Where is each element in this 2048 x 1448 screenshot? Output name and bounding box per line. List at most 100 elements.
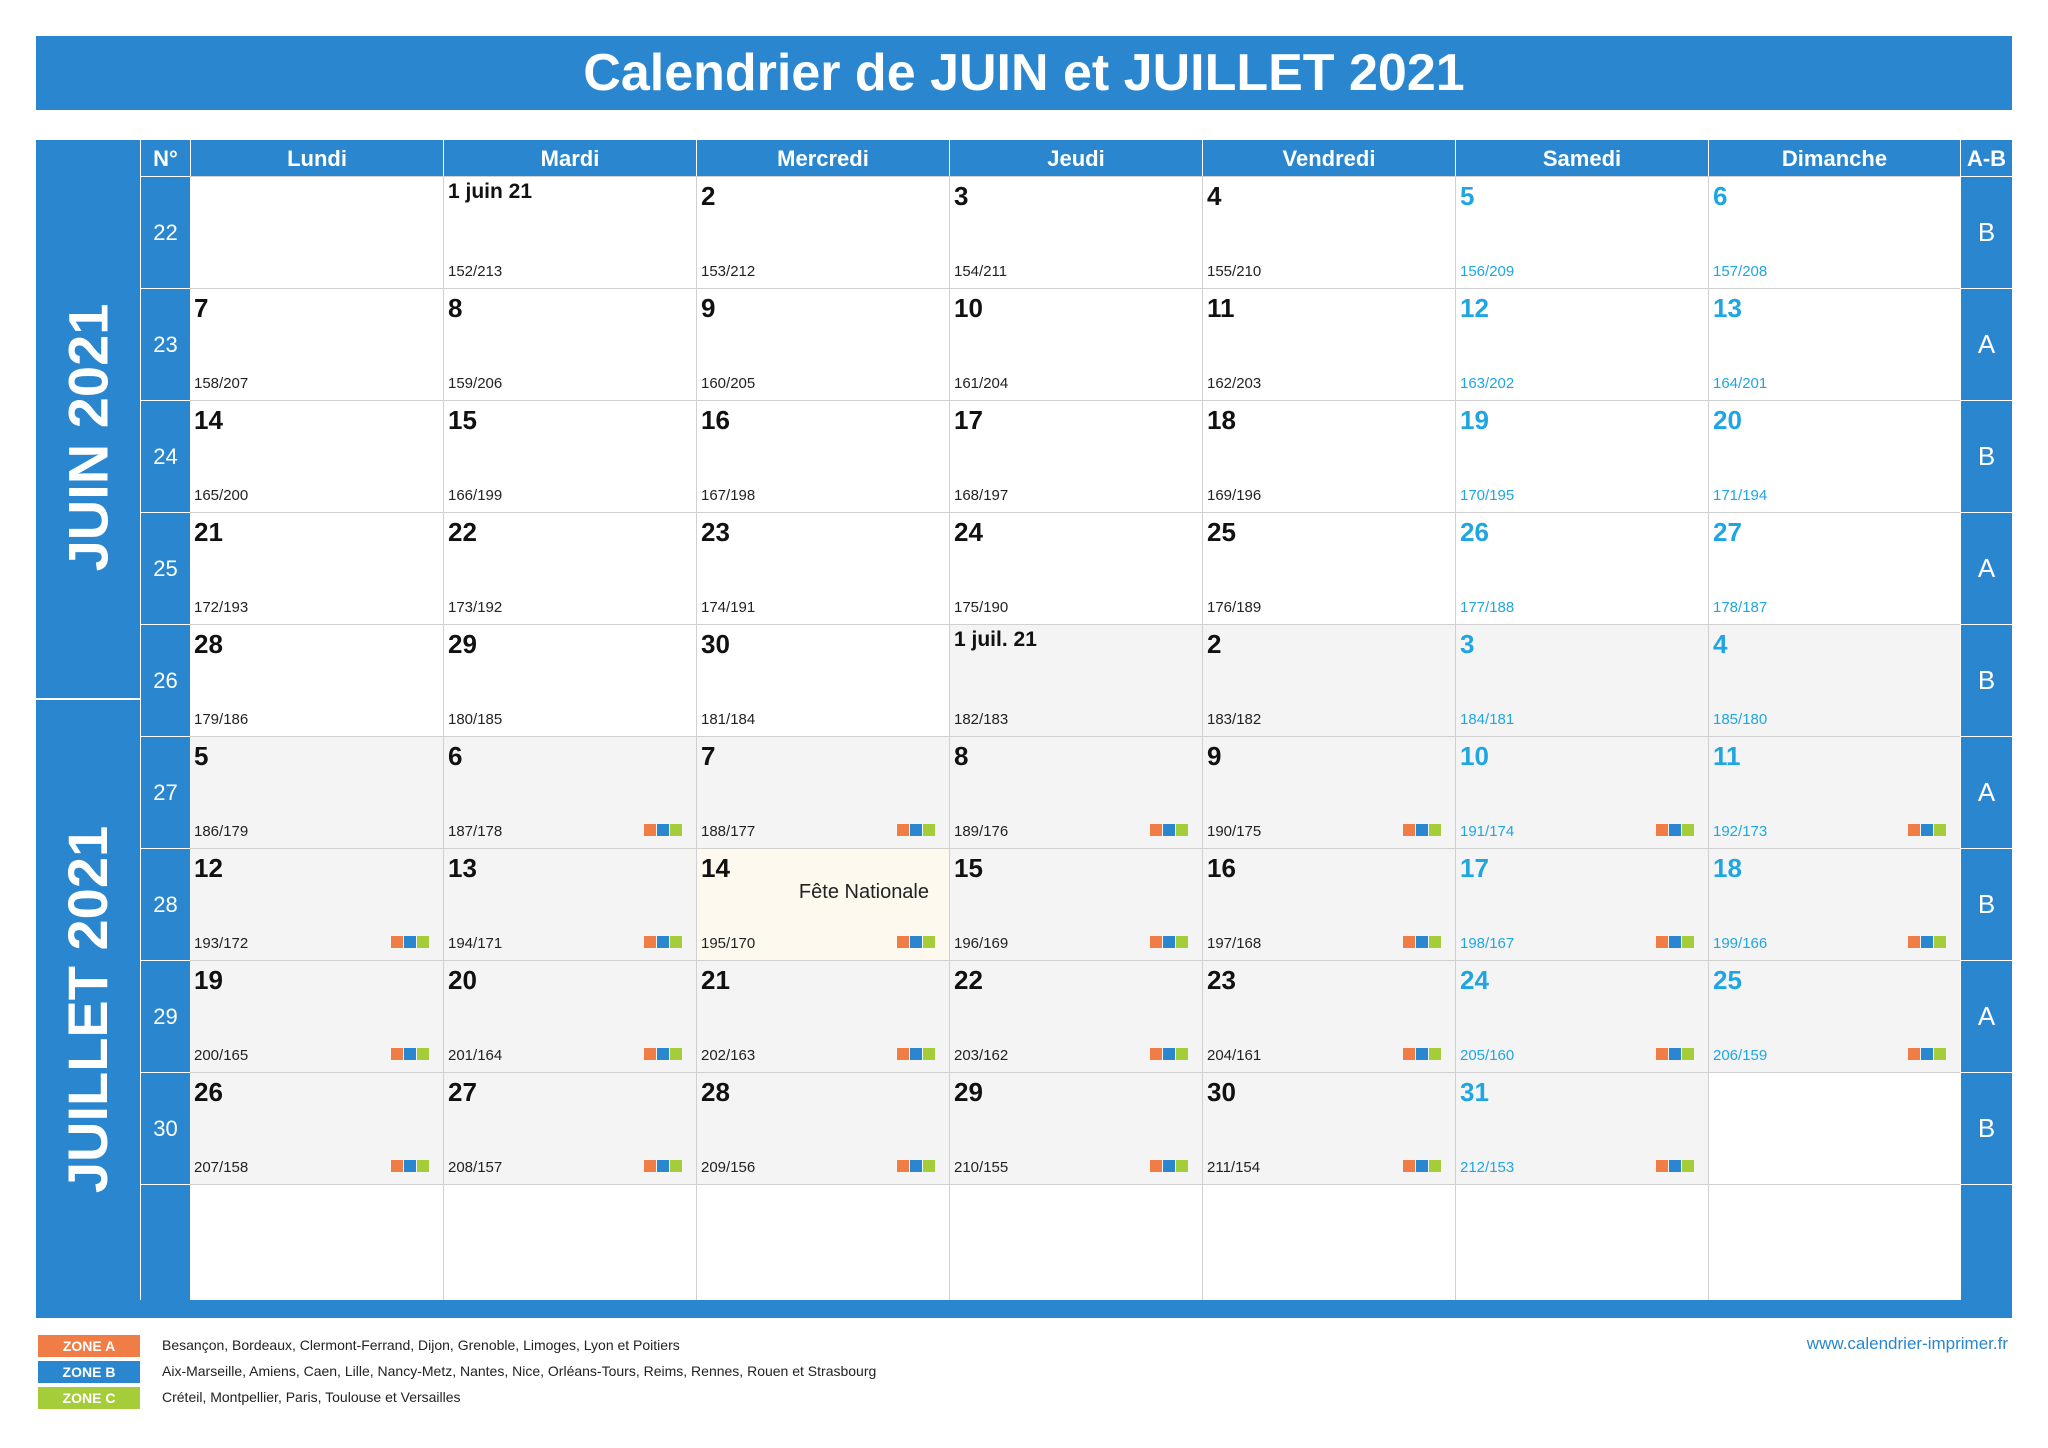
day-cell-saturday[interactable]: 10 191/174 xyxy=(1456,737,1708,848)
day-of-year: 166/199 xyxy=(448,487,503,504)
day-number: 17 xyxy=(1460,853,1489,883)
day-number: 21 xyxy=(701,965,730,995)
zone-b-marker xyxy=(1416,1160,1428,1172)
day-cell-monday[interactable]: 19 200/165 xyxy=(190,961,443,1072)
day-cell-thursday[interactable]: 24 175/190 xyxy=(950,513,1202,624)
day-of-year: 163/202 xyxy=(1460,375,1515,392)
day-of-year: 201/164 xyxy=(448,1047,503,1064)
day-cell-thursday[interactable]: 15 196/169 xyxy=(950,849,1202,960)
week-number: 30 xyxy=(140,1072,190,1184)
ab-week-letter: B xyxy=(1960,176,2012,288)
day-number: 15 xyxy=(448,405,477,435)
day-cell-monday[interactable]: 28 179/186 xyxy=(190,625,443,736)
day-cell-sunday[interactable]: 13 164/201 xyxy=(1709,289,1960,400)
day-of-year: 172/193 xyxy=(194,599,249,616)
day-cell-tuesday[interactable]: 20 201/164 xyxy=(444,961,696,1072)
day-cell-saturday[interactable]: 31 212/153 xyxy=(1456,1073,1708,1184)
day-cell-tuesday[interactable]: 15 166/199 xyxy=(444,401,696,512)
day-cell-saturday[interactable]: 26 177/188 xyxy=(1456,513,1708,624)
day-number: 7 xyxy=(701,741,716,771)
day-cell-sunday[interactable]: 27 178/187 xyxy=(1709,513,1960,624)
day-cell-friday[interactable]: 2 183/182 xyxy=(1203,625,1455,736)
day-number: 12 xyxy=(194,853,223,883)
day-number: 20 xyxy=(448,965,477,995)
day-cell-friday[interactable]: 25 176/189 xyxy=(1203,513,1455,624)
day-cell-monday[interactable]: 26 207/158 xyxy=(190,1073,443,1184)
day-cell-wednesday[interactable]: 14 Fête Nationale 195/170 xyxy=(697,849,949,960)
day-number: 19 xyxy=(194,965,223,995)
day-cell-wednesday[interactable]: 23 174/191 xyxy=(697,513,949,624)
zone-b-marker xyxy=(1416,1048,1428,1060)
day-cell-wednesday[interactable]: 28 209/156 xyxy=(697,1073,949,1184)
day-cell-tuesday[interactable]: 6 187/178 xyxy=(444,737,696,848)
day-cell-monday[interactable]: 14 165/200 xyxy=(190,401,443,512)
day-cell-thursday[interactable]: 8 189/176 xyxy=(950,737,1202,848)
day-grid: 1 juin 21 152/213 2 153/212 3 154/211 4 155/210… xyxy=(190,176,1960,1318)
day-cell-saturday[interactable]: 5 156/209 xyxy=(1456,177,1708,288)
day-cell-sunday[interactable]: 25 206/159 xyxy=(1709,961,1960,1072)
day-cell-saturday[interactable]: 24 205/160 xyxy=(1456,961,1708,1072)
zone-a-marker xyxy=(391,1048,403,1060)
day-cell-wednesday[interactable]: 9 160/205 xyxy=(697,289,949,400)
day-cell-monday[interactable]: 7 158/207 xyxy=(190,289,443,400)
day-cell-sunday[interactable]: 20 171/194 xyxy=(1709,401,1960,512)
day-cell-wednesday[interactable]: 16 167/198 xyxy=(697,401,949,512)
day-cell-friday[interactable]: 4 155/210 xyxy=(1203,177,1455,288)
zone-c-marker xyxy=(923,1048,935,1060)
day-number: 23 xyxy=(1207,965,1236,995)
day-of-year: 204/161 xyxy=(1207,1047,1262,1064)
ab-week-letter: B xyxy=(1960,848,2012,960)
day-cell-saturday[interactable]: 3 184/181 xyxy=(1456,625,1708,736)
day-cell-thursday[interactable]: 17 168/197 xyxy=(950,401,1202,512)
day-cell-sunday[interactable]: 6 157/208 xyxy=(1709,177,1960,288)
day-cell-thursday[interactable]: 1 juil. 21 182/183 xyxy=(950,625,1202,736)
zone-c-marker xyxy=(923,1160,935,1172)
day-cell-wednesday[interactable]: 2 153/212 xyxy=(697,177,949,288)
day-cell-tuesday[interactable]: 27 208/157 xyxy=(444,1073,696,1184)
zone-b-marker xyxy=(910,1160,922,1172)
day-cell-sunday[interactable]: 4 185/180 xyxy=(1709,625,1960,736)
day-cell-sunday[interactable]: 18 199/166 xyxy=(1709,849,1960,960)
day-cell-saturday[interactable]: 12 163/202 xyxy=(1456,289,1708,400)
day-cell-monday[interactable]: 21 172/193 xyxy=(190,513,443,624)
day-cell-friday[interactable]: 11 162/203 xyxy=(1203,289,1455,400)
day-cell-friday[interactable]: 23 204/161 xyxy=(1203,961,1455,1072)
day-cell-tuesday[interactable]: 1 juin 21 152/213 xyxy=(444,177,696,288)
day-cell-friday[interactable]: 9 190/175 xyxy=(1203,737,1455,848)
day-cell-sunday[interactable]: 11 192/173 xyxy=(1709,737,1960,848)
day-of-year: 208/157 xyxy=(448,1159,503,1176)
day-cell-friday[interactable]: 18 169/196 xyxy=(1203,401,1455,512)
day-cell-saturday[interactable]: 19 170/195 xyxy=(1456,401,1708,512)
zone-b-marker xyxy=(657,824,669,836)
day-cell-tuesday[interactable]: 29 180/185 xyxy=(444,625,696,736)
school-holiday-zones xyxy=(897,1048,935,1060)
school-holiday-zones xyxy=(1150,1048,1188,1060)
day-cell-tuesday[interactable]: 22 173/192 xyxy=(444,513,696,624)
day-cell-wednesday[interactable]: 21 202/163 xyxy=(697,961,949,1072)
zone-a-marker xyxy=(1656,1160,1668,1172)
day-cell-tuesday[interactable]: 13 194/171 xyxy=(444,849,696,960)
website-link[interactable]: www.calendrier-imprimer.fr xyxy=(1806,1334,2008,1353)
day-cell-wednesday[interactable]: 7 188/177 xyxy=(697,737,949,848)
school-holiday-zones xyxy=(1403,824,1441,836)
day-of-year: 186/179 xyxy=(194,823,249,840)
empty-day-cell xyxy=(1709,1185,1960,1318)
day-cell-wednesday[interactable]: 30 181/184 xyxy=(697,625,949,736)
day-of-year: 194/171 xyxy=(448,935,503,952)
day-of-year: 206/159 xyxy=(1713,1047,1768,1064)
day-cell-monday[interactable]: 5 186/179 xyxy=(190,737,443,848)
zone-c-marker xyxy=(1682,824,1694,836)
day-cell-thursday[interactable]: 10 161/204 xyxy=(950,289,1202,400)
day-cell-monday[interactable]: 12 193/172 xyxy=(190,849,443,960)
day-cell-thursday[interactable]: 3 154/211 xyxy=(950,177,1202,288)
day-cell-thursday[interactable]: 29 210/155 xyxy=(950,1073,1202,1184)
ab-week-letter: B xyxy=(1960,400,2012,512)
day-cell-friday[interactable]: 16 197/168 xyxy=(1203,849,1455,960)
zone-b-marker xyxy=(1163,1048,1175,1060)
day-cell-thursday[interactable]: 22 203/162 xyxy=(950,961,1202,1072)
zone-b-marker xyxy=(657,1048,669,1060)
day-cell-saturday[interactable]: 17 198/167 xyxy=(1456,849,1708,960)
day-cell-tuesday[interactable]: 8 159/206 xyxy=(444,289,696,400)
day-number: 28 xyxy=(701,1077,730,1107)
day-cell-friday[interactable]: 30 211/154 xyxy=(1203,1073,1455,1184)
